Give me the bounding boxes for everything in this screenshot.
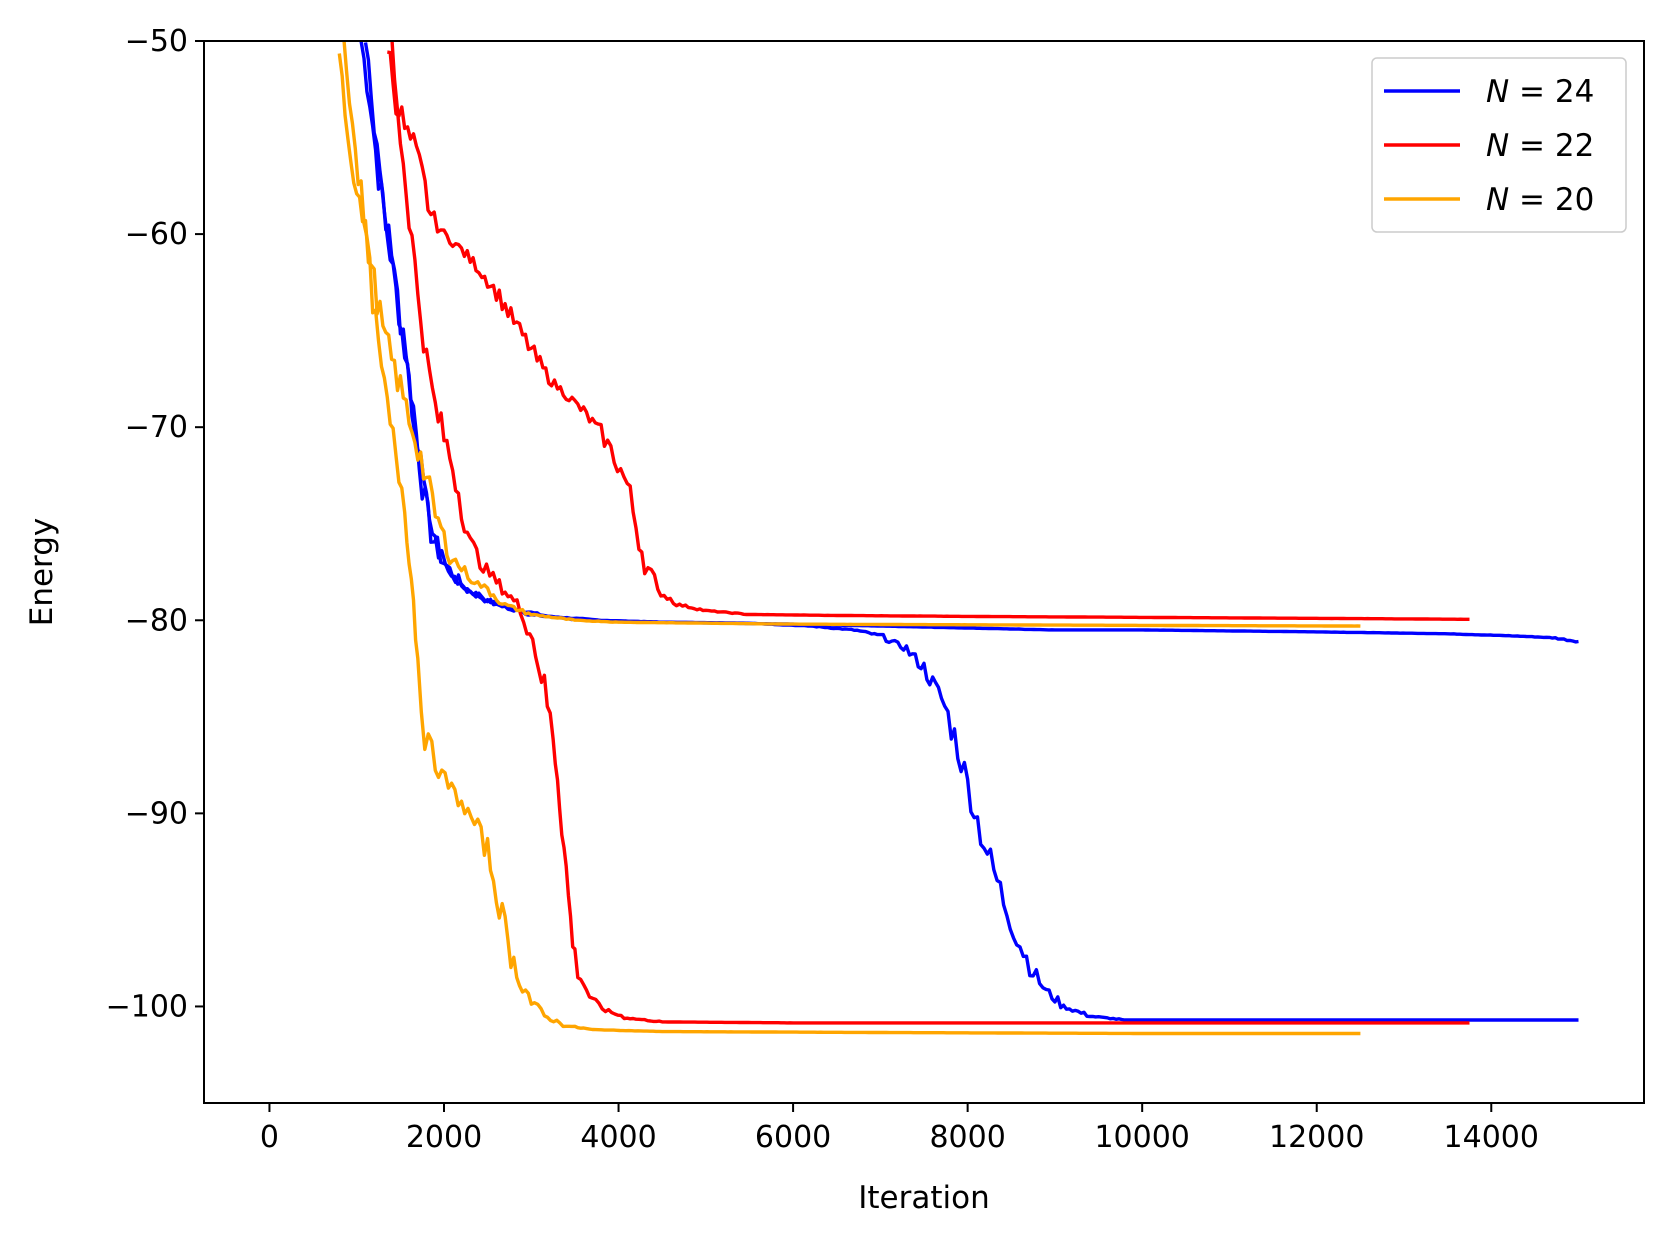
series-line-n20-run-2	[342, 41, 1361, 1036]
legend-label-n20: N = 20	[1486, 182, 1594, 218]
series-line-n20-run-1	[337, 53, 1361, 628]
legend-box	[1371, 57, 1627, 233]
y-tick-label: −70	[125, 410, 188, 445]
series-line-n22-run-2	[390, 41, 1470, 1025]
y-axis-label: Energy	[24, 518, 60, 627]
axes-spine	[203, 40, 1645, 1104]
x-tick-label: 14000	[1444, 1120, 1539, 1155]
x-axis-label: Iteration	[858, 1180, 990, 1216]
legend-entries: N = 24 N = 22 N = 20	[1384, 74, 1594, 218]
legend: N = 24 N = 22 N = 20	[1371, 57, 1627, 233]
x-tick-label: 8000	[929, 1120, 1005, 1155]
x-tick-label: 2000	[406, 1120, 482, 1155]
plot-lines	[337, 41, 1579, 1036]
y-tick-label: −100	[106, 989, 188, 1024]
x-tick-label: 12000	[1269, 1120, 1364, 1155]
y-axis-ticks: −100 −90 −80 −70 −60 −50	[106, 24, 204, 1024]
x-tick-label: 4000	[580, 1120, 656, 1155]
legend-label-n24: N = 24	[1486, 74, 1594, 110]
y-tick-label: −50	[125, 24, 188, 59]
x-tick-label: 10000	[1094, 1120, 1189, 1155]
y-tick-label: −90	[125, 796, 188, 831]
axes-frame	[203, 40, 1645, 1104]
x-tick-label: 0	[260, 1120, 279, 1155]
y-tick-label: −80	[125, 603, 188, 638]
legend-label-n22: N = 22	[1486, 128, 1594, 164]
x-tick-label: 6000	[755, 1120, 831, 1155]
x-axis-ticks: 0 2000 4000 6000 8000 10000 12000 14000	[260, 1103, 1539, 1155]
y-tick-label: −60	[125, 217, 188, 252]
series-line-n22-run-1	[387, 50, 1470, 621]
